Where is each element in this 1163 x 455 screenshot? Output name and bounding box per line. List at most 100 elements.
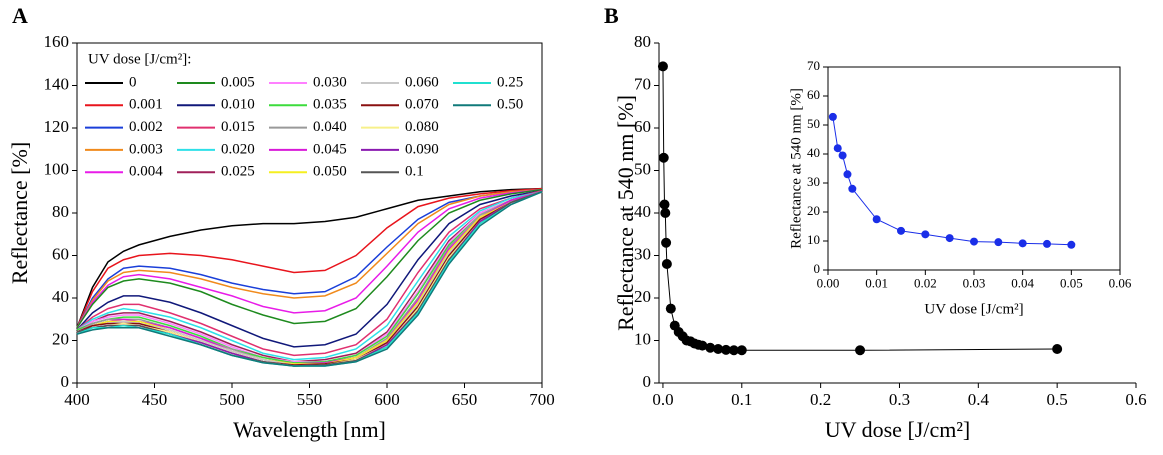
- spectrum-line: [76, 191, 543, 366]
- y-tick-label: 70: [807, 58, 820, 73]
- spectrum-line: [76, 191, 543, 363]
- y-tick-label: 10: [807, 232, 820, 247]
- legend-label: 0.005: [221, 74, 255, 90]
- y-tick-label: 80: [52, 202, 69, 221]
- x-tick-label: 0.00: [817, 276, 840, 291]
- x-tick-label: 0.4: [968, 390, 990, 409]
- data-point: [855, 345, 866, 356]
- data-point: [921, 230, 930, 239]
- data-point: [897, 226, 905, 235]
- x-tick-label: 550: [297, 390, 323, 409]
- x-tick-label: 0.6: [1125, 390, 1146, 409]
- legend-label: 0.001: [129, 97, 163, 113]
- y-tick-label: 100: [44, 159, 70, 178]
- y-tick-label: 30: [634, 244, 651, 263]
- y-tick-label: 10: [634, 329, 651, 348]
- legend-label: 0.1: [405, 164, 424, 180]
- spectrum-line: [76, 187, 543, 329]
- data-point: [728, 345, 739, 356]
- data-point: [1052, 344, 1063, 354]
- data-point: [659, 199, 670, 210]
- y-axis-title: Reflectance at 540 nm [%]: [788, 88, 804, 249]
- data-point: [665, 303, 676, 314]
- y-tick-label: 0: [814, 261, 821, 276]
- data-point: [1067, 240, 1076, 249]
- data-point: [657, 61, 668, 72]
- legend-label: 0.25: [497, 74, 523, 90]
- y-tick-label: 50: [634, 159, 651, 178]
- y-tick-label: 60: [807, 87, 820, 102]
- y-tick-label: 50: [807, 116, 820, 131]
- data-point: [713, 344, 724, 354]
- legend-label: 0.050: [313, 164, 347, 180]
- data-point: [872, 215, 881, 224]
- legend-label: 0.040: [313, 119, 347, 135]
- legend-label: 0.010: [221, 97, 255, 113]
- x-tick-label: 450: [142, 390, 168, 409]
- plot-frame: [76, 42, 543, 384]
- y-tick-label: 70: [634, 74, 651, 93]
- y-tick-label: 120: [44, 117, 70, 136]
- x-tick-label: 500: [219, 390, 245, 409]
- data-point: [705, 342, 716, 353]
- y-tick-label: 60: [52, 244, 69, 263]
- x-tick-label: 0.01: [865, 276, 888, 291]
- x-axis-title: Wavelength [nm]: [233, 417, 386, 442]
- data-point: [721, 344, 732, 355]
- legend-label: 0.002: [129, 119, 163, 135]
- legend-label: 0.070: [405, 97, 439, 113]
- connecting-line: [832, 116, 1072, 246]
- x-tick-label: 0.05: [1060, 276, 1083, 291]
- spectrum-line: [76, 187, 543, 329]
- x-tick-label: 700: [529, 390, 555, 409]
- x-tick-label: 0.04: [1011, 276, 1034, 291]
- legend-label: 0.090: [405, 141, 439, 157]
- y-tick-label: 80: [634, 32, 651, 51]
- legend-label: 0.080: [405, 119, 439, 135]
- legend-label: 0.035: [313, 97, 347, 113]
- x-tick-label: 0.0: [652, 390, 673, 409]
- y-tick-label: 160: [44, 32, 70, 51]
- y-tick-label: 40: [634, 202, 651, 221]
- y-tick-label: 20: [634, 287, 651, 306]
- y-tick-label: 20: [52, 329, 69, 348]
- x-tick-label: 0.06: [1109, 276, 1132, 291]
- spectrum-line: [76, 191, 543, 361]
- y-tick-label: 20: [807, 203, 820, 218]
- spectrum-line: [76, 189, 543, 348]
- legend-label: 0.015: [221, 119, 255, 135]
- legend-label: 0.060: [405, 74, 439, 90]
- data-point: [736, 345, 747, 356]
- x-tick-label: 0.03: [963, 276, 986, 291]
- spectrum-line: [76, 188, 543, 329]
- x-tick-label: 0.5: [1047, 390, 1068, 409]
- data-point: [658, 152, 669, 163]
- legend-label: 0.50: [497, 97, 523, 113]
- spectrum-line: [76, 189, 543, 357]
- legend-label: 0.004: [129, 164, 163, 180]
- y-tick-label: 60: [634, 117, 651, 136]
- y-tick-label: 30: [807, 174, 820, 189]
- legend-label: 0.025: [221, 164, 255, 180]
- data-point: [697, 340, 708, 351]
- data-point: [661, 237, 672, 248]
- panel-label: A: [12, 3, 28, 28]
- x-tick-label: 0.02: [914, 276, 937, 291]
- data-point: [660, 208, 671, 218]
- legend-label: 0.030: [313, 74, 347, 90]
- y-axis-title: Reflectance [%]: [7, 142, 32, 284]
- y-tick-label: 140: [44, 74, 70, 93]
- legend-label: 0.045: [313, 141, 347, 157]
- y-tick-label: 40: [807, 145, 820, 160]
- data-point: [848, 184, 857, 193]
- legend-label: 0: [129, 74, 137, 90]
- x-axis-title: UV dose [J/cm²]: [825, 417, 971, 442]
- y-tick-label: 0: [61, 372, 70, 391]
- data-point: [1043, 239, 1051, 248]
- data-point: [994, 238, 1003, 247]
- spectrum-line: [76, 188, 543, 329]
- legend-label: 0.003: [129, 141, 163, 157]
- y-axis-title: Reflectance at 540 nm [%]: [613, 95, 638, 331]
- spectrum-line: [76, 191, 543, 364]
